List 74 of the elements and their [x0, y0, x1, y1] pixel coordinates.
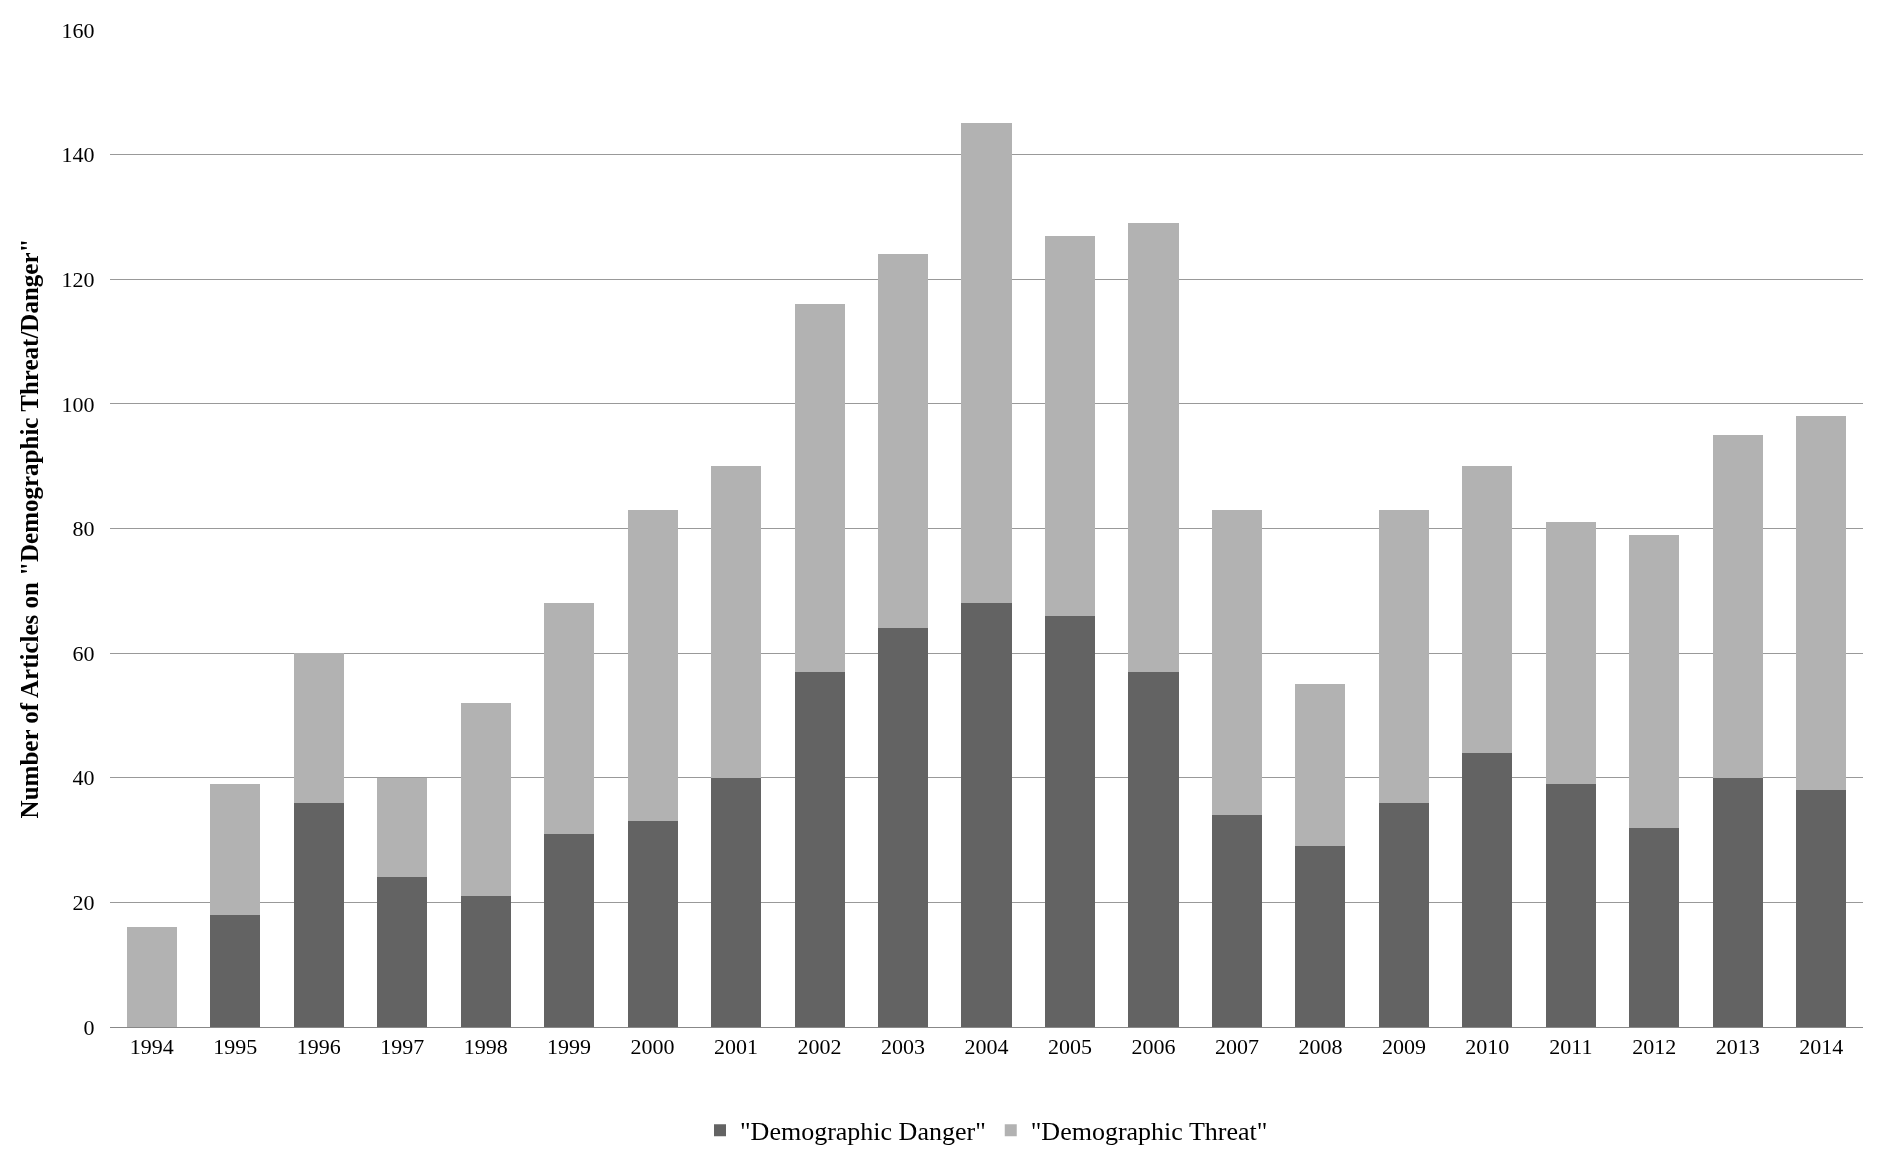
y-tick-label: 80: [72, 516, 95, 542]
y-tick-label: 0: [83, 1014, 95, 1040]
bar: [1211, 815, 1262, 1027]
x-tick-label: 2012: [1632, 1034, 1677, 1060]
bar: [460, 702, 511, 897]
x-tick-label: 2006: [1131, 1034, 1176, 1060]
y-axis-title: Number of Articles on "Demographic Threat/Danger": [16, 238, 44, 819]
bar: [293, 802, 344, 1027]
x-tick-label: 2005: [1047, 1034, 1092, 1060]
bar: [1128, 671, 1179, 1027]
bar: [293, 653, 344, 803]
x-tick-label: 2011: [1549, 1034, 1593, 1060]
x-tick-label: 2008: [1298, 1034, 1343, 1060]
bar: [877, 254, 929, 629]
x-tick-label: 1995: [213, 1034, 258, 1060]
y-tick-label: 60: [72, 640, 95, 666]
bar: [1545, 783, 1596, 1027]
bar: [1128, 223, 1179, 672]
x-tick-label: 1996: [296, 1034, 341, 1060]
y-tick-label: 120: [61, 266, 95, 292]
x-tick-label: 2003: [881, 1034, 926, 1060]
x-tick-label: 1999: [547, 1034, 592, 1060]
bar: [1545, 522, 1596, 784]
x-tick-label: 1998: [463, 1034, 508, 1060]
bar: [877, 628, 929, 1027]
y-tick-label: 160: [61, 17, 95, 43]
bar: [544, 603, 595, 834]
y-tick-label: 140: [61, 142, 95, 168]
x-tick-label: 2002: [797, 1034, 842, 1060]
bar: [1629, 534, 1680, 828]
bar: [544, 833, 595, 1027]
x-tick-label: 2013: [1715, 1034, 1760, 1060]
bar: [627, 821, 678, 1027]
x-tick-label: 2004: [964, 1034, 1009, 1060]
x-tick-label: 2010: [1465, 1034, 1510, 1060]
bar: [210, 783, 261, 915]
bar: [1378, 509, 1429, 803]
x-tick-label: 2014: [1799, 1034, 1844, 1060]
bar: [1378, 802, 1429, 1027]
bar: [794, 671, 845, 1027]
bar: [126, 927, 177, 1027]
legend-label: "Demographic Danger": [740, 1117, 986, 1147]
bar: [961, 603, 1012, 1027]
x-tick-label: 2007: [1214, 1034, 1259, 1060]
bar: [1796, 416, 1847, 791]
y-tick-label: 40: [72, 765, 95, 791]
y-tick-label: 100: [61, 391, 95, 417]
bar: [961, 123, 1012, 604]
bar: [377, 877, 428, 1027]
bar: [210, 914, 261, 1027]
bar: [1462, 466, 1513, 753]
bar: [711, 777, 762, 1027]
legend-label: "Demographic Threat": [1030, 1117, 1268, 1147]
x-tick-label: 1994: [129, 1034, 174, 1060]
bar: [1295, 846, 1346, 1027]
bar: [1044, 235, 1096, 616]
bar: [1712, 777, 1763, 1027]
bar: [711, 466, 762, 778]
x-tick-label: 1997: [380, 1034, 425, 1060]
bar: [627, 509, 678, 822]
x-tick-label: 2000: [630, 1034, 675, 1060]
bar: [1295, 684, 1346, 847]
bar: [1629, 827, 1680, 1027]
x-tick-label: 2009: [1381, 1034, 1426, 1060]
bar: [460, 896, 511, 1027]
x-tick-label: 2001: [714, 1034, 759, 1060]
bar: [1462, 752, 1513, 1027]
y-tick-label: 20: [72, 890, 95, 916]
bar: [1044, 615, 1096, 1027]
bar: [1211, 509, 1262, 816]
bar: [1796, 790, 1847, 1027]
bar: [377, 777, 428, 878]
bar: [1712, 435, 1763, 778]
bar: [794, 304, 845, 672]
